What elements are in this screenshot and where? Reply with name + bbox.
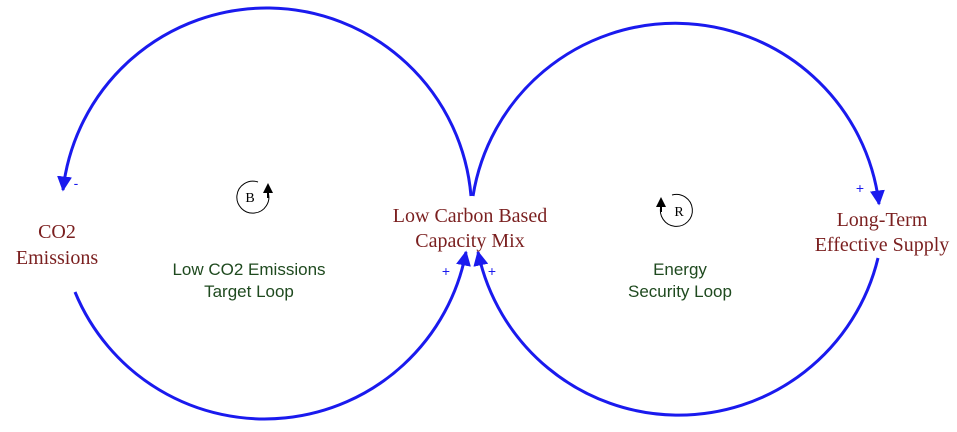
polarity: + — [488, 263, 496, 279]
loop-label: Low CO2 Emissions — [172, 260, 325, 279]
loop-icon — [236, 180, 270, 214]
polarity: - — [74, 175, 79, 191]
loop-label: Target Loop — [204, 282, 294, 301]
link-arrow — [473, 250, 880, 417]
variable-label: Capacity Mix — [415, 230, 524, 252]
polarity: + — [856, 180, 864, 196]
variable-label: CO2 — [38, 221, 76, 243]
variable-label: Effective Supply — [815, 234, 950, 256]
polarity: + — [442, 263, 450, 279]
loop-symbol: B — [245, 191, 254, 206]
link-arrow — [73, 250, 471, 421]
link-arrow — [57, 6, 473, 197]
variable-label: Emissions — [16, 247, 98, 269]
loop-label: Energy — [653, 260, 707, 279]
loop-label: Security Loop — [628, 282, 732, 301]
variable-label: Long-Term — [837, 209, 928, 231]
link-arrow — [471, 21, 885, 206]
variable-label: Low Carbon Based — [393, 205, 547, 227]
loop-symbol: R — [674, 205, 684, 220]
loop-icon — [659, 193, 693, 227]
